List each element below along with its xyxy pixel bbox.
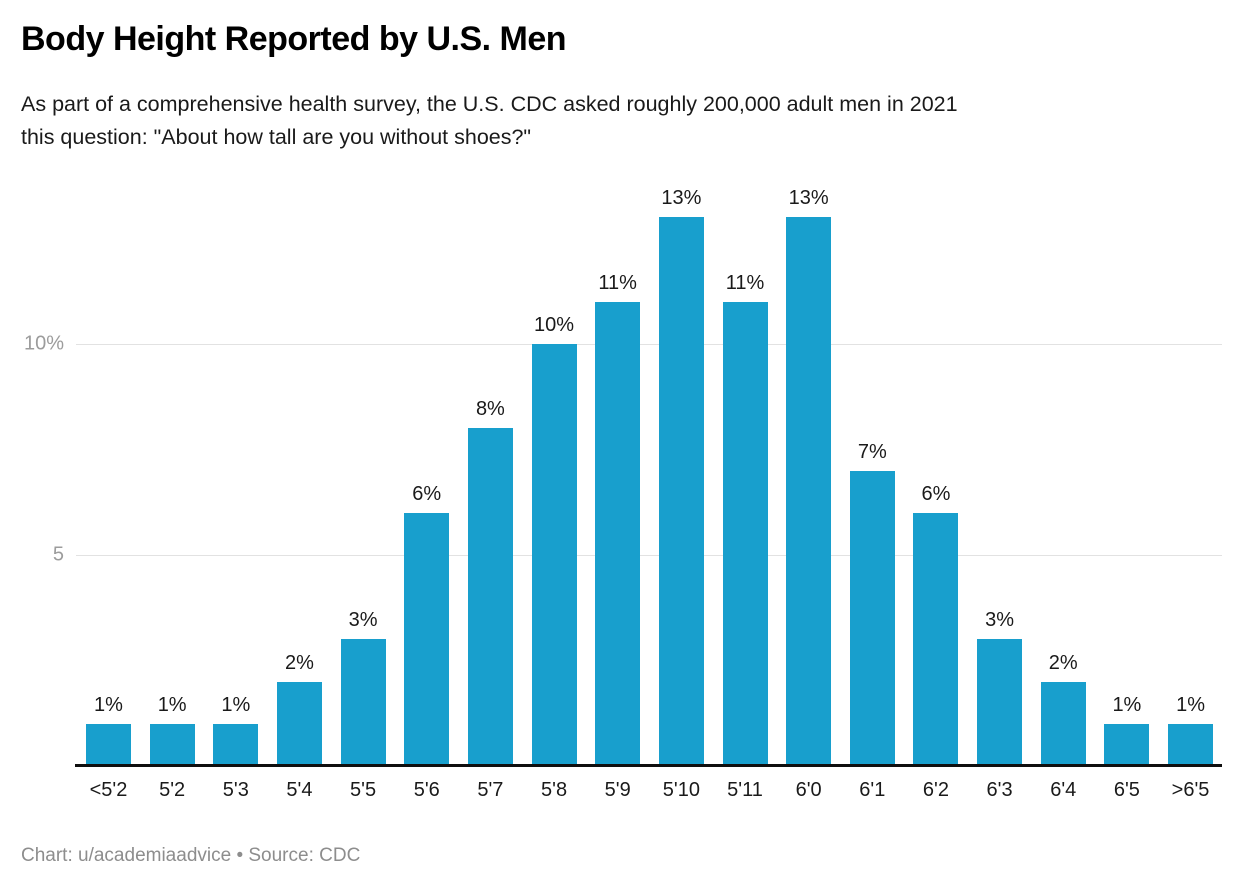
bar bbox=[86, 723, 131, 766]
x-axis-label: 5'6 bbox=[413, 779, 440, 801]
x-axis-label: 5'10 bbox=[662, 779, 700, 801]
x-axis-label: 5'4 bbox=[286, 779, 313, 801]
bar bbox=[340, 639, 386, 766]
x-axis-label: 6'1 bbox=[859, 779, 886, 801]
bar-value-label: 6% bbox=[412, 482, 442, 505]
x-axis-label: 6'3 bbox=[986, 779, 1013, 801]
y-axis-label: 5 bbox=[52, 543, 64, 566]
bar bbox=[213, 723, 259, 766]
x-axis-label: >6'5 bbox=[1171, 779, 1210, 801]
gridline bbox=[76, 344, 1222, 345]
x-axis-label: 5'2 bbox=[159, 779, 186, 801]
bar-value-label: 11% bbox=[598, 271, 637, 294]
bar bbox=[276, 681, 322, 766]
bar-value-label: 1% bbox=[157, 693, 187, 716]
bar bbox=[658, 217, 704, 766]
chart-subtitle-line-1: As part of a comprehensive health survey… bbox=[21, 92, 958, 116]
bar bbox=[531, 344, 577, 766]
x-axis-label: 6'5 bbox=[1113, 779, 1140, 801]
bar-value-label: 1% bbox=[1112, 693, 1142, 716]
x-axis-label: 5'3 bbox=[222, 779, 249, 801]
bar bbox=[1168, 723, 1214, 766]
x-axis-label: 5'9 bbox=[604, 779, 631, 801]
bar-value-label: 3% bbox=[348, 609, 378, 632]
bar-value-label: 13% bbox=[661, 187, 702, 210]
bar bbox=[722, 301, 768, 766]
bar-value-label: 6% bbox=[921, 482, 951, 505]
bar bbox=[849, 470, 895, 766]
bar bbox=[913, 512, 959, 766]
bar bbox=[1104, 723, 1150, 766]
x-axis-label: <5'2 bbox=[89, 779, 128, 801]
x-axis-label: 5'11 bbox=[727, 779, 763, 801]
bar-value-label: 2% bbox=[1048, 651, 1078, 674]
x-axis-label: 5'5 bbox=[350, 779, 377, 801]
x-axis-label: 6'0 bbox=[795, 779, 822, 801]
gridline bbox=[76, 555, 1222, 556]
chart-subtitle-line-2: this question: "About how tall are you w… bbox=[21, 125, 532, 149]
x-axis-label: 6'2 bbox=[922, 779, 949, 801]
bar-value-label: 8% bbox=[475, 398, 505, 421]
bar bbox=[595, 301, 641, 766]
x-axis-line bbox=[75, 764, 1222, 767]
x-axis-label: 6'4 bbox=[1050, 779, 1077, 801]
x-axis-label: 5'7 bbox=[477, 779, 504, 801]
bar-value-label: 11% bbox=[725, 271, 765, 294]
chart-credit: Chart: u/academiaadvice • Source: CDC bbox=[21, 845, 361, 866]
bar-value-label: 1% bbox=[221, 693, 251, 716]
bar bbox=[404, 512, 450, 766]
bar-value-label: 13% bbox=[788, 187, 829, 210]
bar-value-label: 2% bbox=[284, 651, 314, 674]
bar-value-label: 3% bbox=[985, 609, 1015, 632]
y-axis-label: 10% bbox=[23, 332, 64, 355]
bar-value-label: 1% bbox=[94, 693, 123, 716]
bar bbox=[977, 639, 1023, 766]
bar bbox=[1040, 681, 1086, 766]
bar bbox=[786, 217, 832, 766]
bar-value-label: 1% bbox=[1176, 693, 1205, 716]
x-axis-label: 5'8 bbox=[541, 779, 568, 801]
bar-value-label: 10% bbox=[534, 314, 575, 336]
bar-value-label: 7% bbox=[857, 440, 887, 463]
bar bbox=[149, 723, 195, 766]
chart-subtitle: As part of a comprehensive health survey… bbox=[21, 88, 958, 154]
bar bbox=[467, 428, 513, 766]
page-title: Body Height Reported by U.S. Men bbox=[21, 20, 567, 58]
